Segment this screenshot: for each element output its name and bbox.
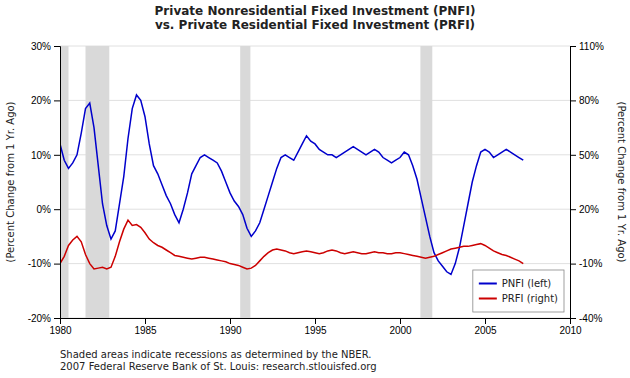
tick-mark	[400, 318, 401, 324]
tick: 1985	[134, 318, 157, 336]
tick-label: 20%	[579, 204, 599, 215]
tick-mark	[145, 318, 146, 324]
legend-swatch	[479, 298, 497, 300]
annotation: Shaded areas indicate recessions as dete…	[60, 349, 377, 372]
legend-item: PRFI (right)	[479, 293, 558, 304]
axis: -40% -10% 20% 50% 80% 110%	[570, 41, 604, 324]
grid-line	[60, 46, 570, 47]
tick-mark	[570, 100, 576, 101]
tick: 110%	[570, 41, 604, 52]
tick-mark	[570, 264, 576, 265]
tick-label: 2005	[474, 325, 497, 336]
chart: 1980 1985 1990 1995 2000 2005 2010 -20% -10% 0% 10…	[0, 0, 630, 378]
tick-label: 50%	[579, 150, 599, 161]
tick: 2005	[474, 318, 497, 336]
tick-mark	[54, 155, 60, 156]
grid-line	[60, 209, 570, 210]
grid-line	[60, 154, 570, 155]
tick: -10%	[570, 258, 602, 269]
tick: 50%	[570, 150, 599, 161]
tick-mark	[315, 318, 316, 324]
tick-label: 10%	[31, 150, 51, 161]
tick-label: 110%	[579, 41, 604, 52]
legend-box	[473, 270, 564, 312]
tick: 80%	[570, 95, 599, 106]
tick-label: 0%	[37, 204, 52, 215]
y-axis-label: (Percent Change from 1 Yr. Ago)	[5, 101, 16, 262]
recession-band	[420, 46, 432, 318]
tick-label: -40%	[579, 313, 602, 324]
recession-band	[86, 46, 110, 318]
y2-axis-label: (Percent Change from 1 Yr. Ago)	[616, 101, 627, 262]
tick-mark	[485, 318, 486, 324]
annotation-line: Shaded areas indicate recessions as dete…	[60, 349, 371, 360]
tick-mark	[54, 46, 60, 47]
tick: 2000	[389, 318, 412, 336]
tick-mark	[570, 155, 576, 156]
legend: PNFI (left) PRFI (right)	[473, 270, 564, 312]
annotation-line: 2007 Federal Reserve Bank of St. Louis: …	[60, 361, 377, 372]
title: Private Nonresidential Fixed Investment …	[155, 4, 476, 32]
tick-mark	[54, 100, 60, 101]
tick-label: -10%	[579, 258, 602, 269]
tick: 0%	[37, 204, 60, 215]
legend-item: PNFI (left)	[479, 278, 551, 289]
tick-label: -10%	[28, 258, 51, 269]
title-line: vs. Private Residential Fixed Investment…	[155, 18, 475, 32]
tick: 1980	[49, 318, 72, 336]
grid-line	[60, 263, 570, 264]
tick: -20%	[28, 313, 60, 324]
axis: 1980 1985 1990 1995 2000 2005 2010	[49, 318, 582, 336]
grid	[60, 46, 570, 318]
title-line: Private Nonresidential Fixed Investment …	[155, 4, 476, 18]
legend-label: PNFI (left)	[502, 278, 551, 289]
series-line	[60, 220, 523, 269]
tick-mark	[570, 209, 576, 210]
legend-label: PRFI (right)	[502, 293, 558, 304]
tick: 10%	[31, 150, 60, 161]
tick-label: 2010	[559, 325, 582, 336]
tick-label: 1985	[134, 325, 157, 336]
grid-line	[60, 100, 570, 101]
tick-label: 1995	[304, 325, 327, 336]
tick-label: 1980	[49, 325, 72, 336]
tick: 20%	[570, 204, 599, 215]
tick-mark	[54, 209, 60, 210]
legend-swatch	[479, 283, 497, 285]
axis-line	[61, 319, 571, 325]
tick-label: 1990	[219, 325, 242, 336]
tick-label: 80%	[579, 95, 599, 106]
tick-mark	[570, 46, 576, 47]
recession-band	[60, 46, 69, 318]
axis-line	[571, 47, 577, 319]
tick-label: 2000	[389, 325, 412, 336]
tick: -40%	[570, 313, 602, 324]
tick-label: 20%	[31, 95, 51, 106]
axis: -20% -10% 0% 10% 20% 30%	[28, 41, 61, 324]
series-line	[60, 95, 523, 275]
axis-line	[54, 47, 61, 319]
recession-band	[240, 46, 250, 318]
tick-label: 30%	[31, 41, 51, 52]
tick-mark	[54, 318, 60, 319]
tick: 1995	[304, 318, 327, 336]
tick: 30%	[31, 41, 60, 52]
tick-mark	[570, 318, 576, 319]
plot-area	[60, 46, 523, 318]
tick: -10%	[28, 258, 60, 269]
tick-label: -20%	[28, 313, 51, 324]
tick-mark	[230, 318, 231, 324]
tick: 1990	[219, 318, 242, 336]
tick-mark	[54, 264, 60, 265]
tick: 20%	[31, 95, 60, 106]
